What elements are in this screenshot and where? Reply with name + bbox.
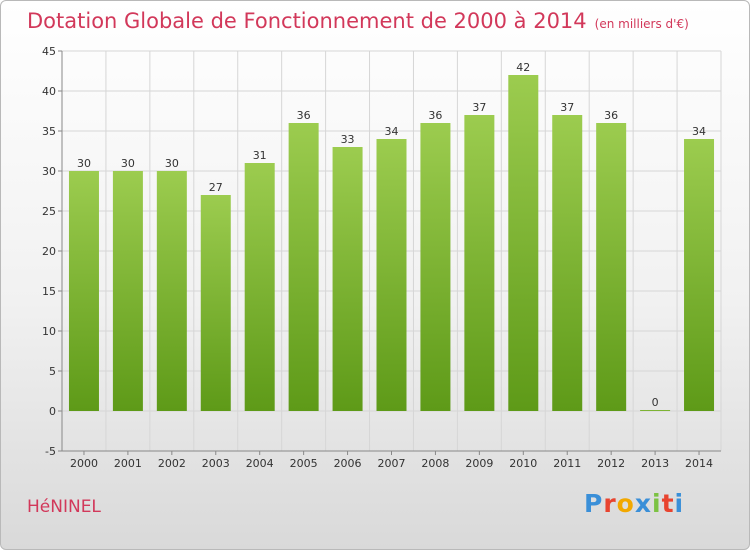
bar-value-label: 30	[165, 157, 179, 170]
chart-title: Dotation Globale de Fonctionnement de 20…	[27, 9, 689, 33]
x-tick-label: 2004	[246, 457, 274, 470]
y-tick-label: 5	[49, 365, 56, 378]
bar	[244, 163, 275, 411]
logo-letter: i	[652, 489, 662, 518]
bar	[596, 123, 627, 411]
y-tick-label: 15	[42, 285, 56, 298]
logo-letter: o	[616, 489, 635, 518]
bar-value-label: 30	[121, 157, 135, 170]
bar-value-label: 31	[253, 149, 267, 162]
commune-name: HéNINEL	[27, 497, 101, 517]
y-tick-label: 45	[42, 45, 56, 58]
bar	[508, 75, 539, 411]
y-tick-label: 10	[42, 325, 56, 338]
y-tick-label: 40	[42, 85, 56, 98]
bar-value-label: 37	[560, 101, 574, 114]
bar-value-label: 36	[297, 109, 311, 122]
y-tick-label: -5	[45, 445, 56, 458]
bar-value-label: 34	[692, 125, 706, 138]
data-labels: 30 30 30 27 31 36 33 34 36 37 42 37 36 0 34	[77, 61, 706, 409]
logo-letter: r	[603, 489, 617, 518]
x-tick-label: 2009	[465, 457, 493, 470]
bar	[684, 139, 715, 411]
bar	[156, 171, 187, 411]
bar	[552, 115, 583, 411]
axes: -5 0 5 10 15 20 25 30 35 40 45 2000 2001 2002 2003 2004…	[42, 45, 721, 470]
bar	[332, 147, 363, 411]
bar-value-label: 0	[652, 396, 659, 409]
bar	[288, 123, 319, 411]
x-tick-label: 2011	[553, 457, 581, 470]
bar	[200, 195, 231, 411]
x-tick-label: 2007	[378, 457, 406, 470]
bar	[640, 410, 671, 411]
x-tick-label: 2002	[158, 457, 186, 470]
logo-letter: x	[634, 489, 652, 518]
chart-title-text: Dotation Globale de Fonctionnement de 20…	[27, 9, 587, 33]
bar-value-label: 37	[472, 101, 486, 114]
bar-value-label: 36	[428, 109, 442, 122]
x-tick-label: 2008	[421, 457, 449, 470]
logo-letter: t	[661, 489, 675, 518]
y-tick-label: 35	[42, 125, 56, 138]
x-tick-label: 2005	[290, 457, 318, 470]
x-tick-label: 2013	[641, 457, 669, 470]
y-tick-label: 30	[42, 165, 56, 178]
proxiti-logo: Proxiti	[584, 489, 684, 518]
bar	[68, 171, 99, 411]
bar-value-label: 42	[516, 61, 530, 74]
y-tick-label: 20	[42, 245, 56, 258]
x-tick-label: 2012	[597, 457, 625, 470]
bar-value-label: 33	[341, 133, 355, 146]
bar	[420, 123, 451, 411]
logo-letter: P	[584, 489, 604, 518]
y-tick-label: 0	[49, 405, 56, 418]
bar	[464, 115, 495, 411]
bar-value-label: 27	[209, 181, 223, 194]
logo-letter: i	[674, 489, 685, 518]
bar	[112, 171, 143, 411]
x-tick-label: 2010	[509, 457, 537, 470]
bars	[68, 75, 715, 411]
x-tick-label: 2001	[114, 457, 142, 470]
bar-value-label: 34	[385, 125, 399, 138]
bar	[376, 139, 407, 411]
x-tick-label: 2006	[334, 457, 362, 470]
y-tick-label: 25	[42, 205, 56, 218]
bar-value-label: 36	[604, 109, 618, 122]
x-tick-label: 2000	[70, 457, 98, 470]
x-tick-label: 2014	[685, 457, 713, 470]
x-tick-label: 2003	[202, 457, 230, 470]
bar-value-label: 30	[77, 157, 91, 170]
chart-unit: (en milliers d'€)	[594, 17, 689, 31]
